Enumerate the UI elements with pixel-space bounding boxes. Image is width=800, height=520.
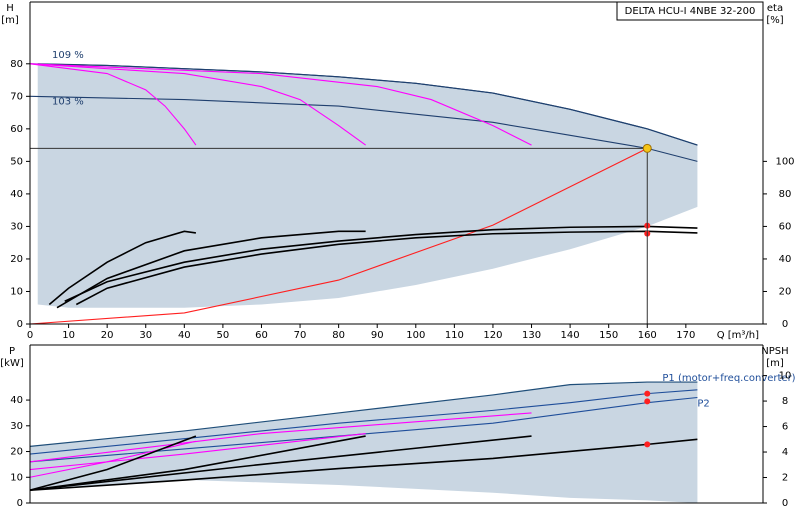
y2-tick-label: 60	[779, 221, 792, 232]
y2-axis-label: [%]	[766, 15, 783, 26]
operating-area	[37, 63, 698, 308]
x-tick-label: 90	[371, 330, 384, 341]
x-tick-label: 160	[638, 330, 657, 341]
y-tick-label: 60	[10, 124, 23, 135]
y-tick-label: 30	[10, 221, 23, 232]
y-tick-label: 10	[10, 286, 23, 297]
x-tick-label: 0	[27, 330, 33, 341]
x-tick-label: 100	[406, 330, 425, 341]
operating-point	[644, 390, 651, 397]
y-tick-label: 40	[10, 395, 23, 406]
curve	[29, 63, 698, 146]
curve	[29, 435, 532, 491]
x-tick-label: 110	[445, 330, 464, 341]
y2-axis-label: [m]	[766, 358, 784, 369]
y-tick-label: 50	[10, 156, 23, 167]
duty-point	[642, 143, 652, 153]
y2-tick-label: 40	[779, 254, 792, 265]
y2-axis-label: NPSH	[761, 346, 788, 357]
x-tick-label: 170	[676, 330, 695, 341]
y-tick-label: 70	[10, 91, 23, 102]
y2-tick-label: 2	[782, 473, 788, 484]
x-tick-label: 10	[62, 330, 75, 341]
y2-tick-label: 4	[782, 447, 788, 458]
y2-tick-label: 0	[782, 319, 788, 330]
chart-title: DELTA HCU-I 4NBE 32-200	[625, 6, 756, 17]
y-tick-label: 20	[10, 447, 23, 458]
x-tick-label: 70	[294, 330, 307, 341]
y-tick-label: 40	[10, 189, 23, 200]
y2-tick-label: 20	[779, 286, 792, 297]
y-tick-label: 80	[10, 59, 23, 70]
y2-axis-label: eta	[767, 3, 783, 14]
curve	[29, 438, 698, 492]
y-tick-label: 0	[17, 498, 23, 509]
x-tick-label: 150	[599, 330, 618, 341]
y2-tick-label: 0	[782, 498, 788, 509]
operating-point	[644, 398, 651, 405]
series-label: P1 (motor+freq.converter)	[662, 373, 795, 384]
series-label: 103 %	[52, 96, 84, 107]
x-tick-label: 120	[483, 330, 502, 341]
curve	[29, 147, 648, 325]
x-tick-label: 80	[332, 330, 345, 341]
curve	[56, 230, 366, 309]
x-tick-label: 40	[178, 330, 191, 341]
operating-area	[30, 382, 698, 503]
y-tick-label: 10	[10, 472, 23, 483]
y-axis-label: P	[9, 346, 15, 357]
y-axis-label: H	[6, 3, 14, 14]
curve	[29, 63, 197, 146]
y2-tick-label: 10	[779, 371, 792, 382]
operating-point	[644, 441, 651, 448]
x-tick-label: 50	[217, 330, 230, 341]
curve	[64, 225, 698, 302]
y2-tick-label: 100	[775, 156, 794, 167]
curve	[29, 63, 532, 146]
y-tick-label: 0	[17, 319, 23, 330]
x-tick-label: 30	[139, 330, 152, 341]
x-axis-label: Q [m³/h]	[717, 330, 759, 341]
curve	[29, 412, 532, 463]
curve	[29, 396, 698, 463]
curve	[29, 63, 366, 146]
curve	[48, 230, 197, 306]
y-tick-label: 30	[10, 421, 23, 432]
x-tick-label: 60	[255, 330, 268, 341]
y-axis-label: [m]	[1, 15, 19, 26]
y2-tick-label: 6	[782, 422, 788, 433]
area-edge	[29, 381, 698, 447]
series-label: 109 %	[52, 50, 84, 61]
title-box	[616, 1, 764, 21]
curve	[29, 435, 366, 491]
series-label: P2	[697, 398, 709, 409]
y-tick-label: 20	[10, 254, 23, 265]
x-tick-label: 140	[561, 330, 580, 341]
curve	[29, 432, 366, 471]
y-axis-label: [kW]	[0, 358, 24, 369]
x-tick-label: 20	[101, 330, 114, 341]
y2-tick-label: 8	[782, 396, 788, 407]
y2-tick-label: 80	[779, 189, 792, 200]
curve	[29, 435, 197, 491]
curve	[75, 230, 698, 306]
x-tick-label: 130	[522, 330, 541, 341]
